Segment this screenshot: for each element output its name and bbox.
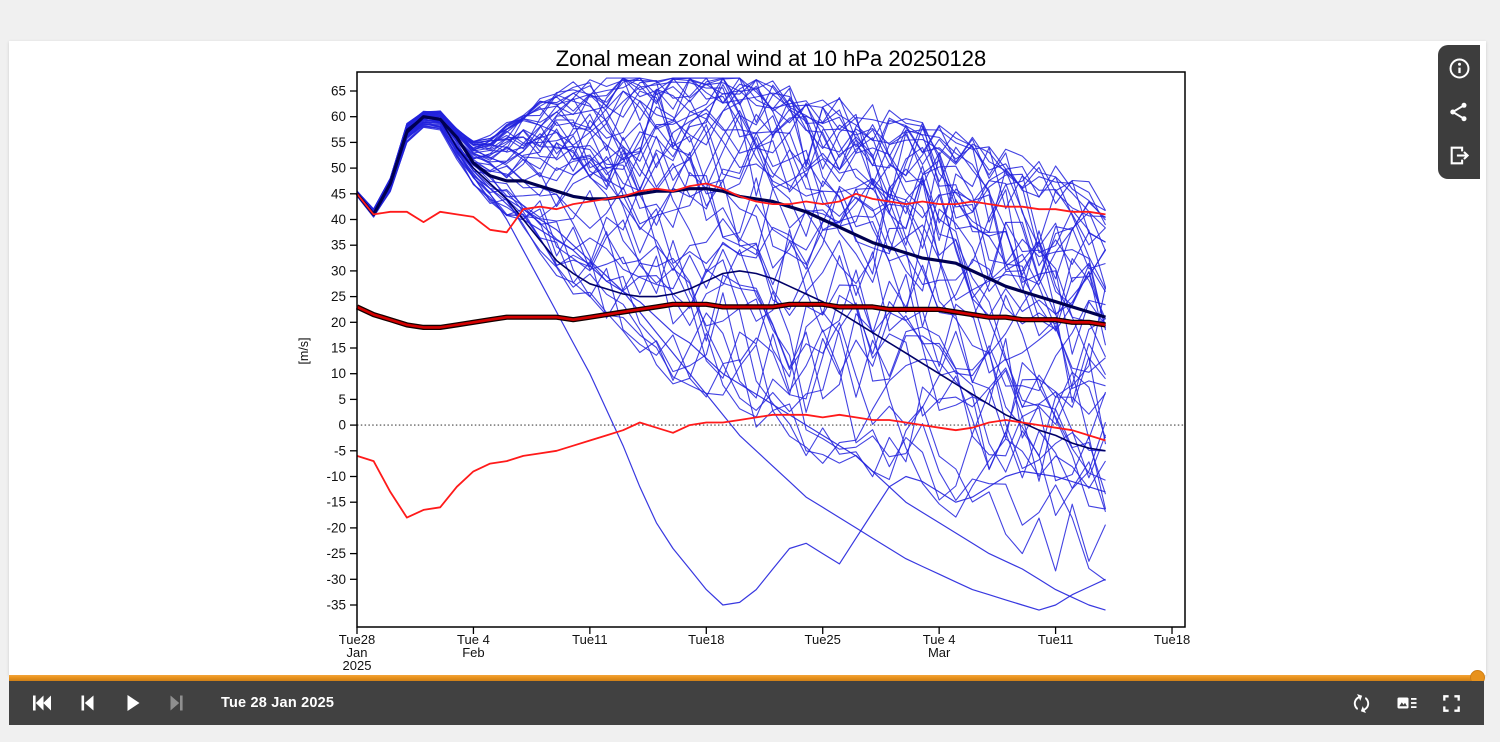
svg-text:Tue28: Tue28 [339, 632, 375, 647]
svg-text:Tue11: Tue11 [572, 632, 607, 647]
svg-text:Mar: Mar [928, 645, 951, 660]
svg-text:Zonal mean zonal wind at 10 hP: Zonal mean zonal wind at 10 hPa 20250128 [556, 46, 987, 71]
fullscreen-icon [1443, 694, 1460, 712]
svg-text:30: 30 [331, 263, 346, 278]
svg-text:5: 5 [338, 392, 346, 407]
svg-text:65: 65 [331, 84, 346, 99]
svg-text:35: 35 [331, 238, 346, 253]
skip-to-start-button[interactable] [19, 683, 64, 723]
svg-text:Tue 4: Tue 4 [923, 632, 956, 647]
overview-list-button[interactable] [1384, 683, 1429, 723]
loop-button[interactable] [1339, 683, 1384, 723]
overview-list-icon [1397, 697, 1416, 709]
svg-text:-10: -10 [326, 469, 346, 484]
svg-text:Tue25: Tue25 [805, 632, 841, 647]
svg-text:25: 25 [331, 289, 346, 304]
svg-text:0: 0 [338, 418, 346, 433]
svg-text:40: 40 [331, 212, 346, 227]
step-forward-button[interactable] [154, 683, 199, 723]
svg-text:Tue18: Tue18 [688, 632, 724, 647]
svg-text:Tue18: Tue18 [1154, 632, 1190, 647]
chart-panel: 65 60 55 50 45 40 35 30 25 20 15 10 5 0 -5 -10 -15 -20 -25… [9, 41, 1486, 675]
svg-text:Tue 4: Tue 4 [457, 632, 490, 647]
wind-chart: 65605550454035302520151050-5-10-15-20-25… [297, 46, 1190, 673]
playback-toolbar: Tue 28 Jan 2025 [9, 681, 1484, 725]
svg-text:-30: -30 [326, 572, 346, 587]
export-icon [1450, 146, 1469, 165]
step-back-icon [81, 695, 93, 711]
svg-text:Feb: Feb [462, 645, 484, 660]
svg-text:50: 50 [331, 161, 346, 176]
svg-text:-25: -25 [326, 546, 346, 561]
skip-to-start-icon [32, 695, 51, 711]
current-date-label: Tue 28 Jan 2025 [221, 695, 335, 711]
svg-text:10: 10 [331, 366, 346, 381]
svg-text:2025: 2025 [343, 658, 372, 673]
svg-text:15: 15 [331, 341, 346, 356]
share-icon [1450, 102, 1467, 122]
side-toolbar [1438, 45, 1480, 179]
share-button[interactable] [1438, 91, 1480, 133]
play-icon [127, 695, 139, 711]
play-button[interactable] [109, 683, 154, 723]
svg-text:55: 55 [331, 135, 346, 150]
step-back-button[interactable] [64, 683, 109, 723]
info-icon [1449, 58, 1469, 79]
svg-text:Jan: Jan [347, 645, 368, 660]
info-button[interactable] [1438, 48, 1480, 90]
svg-text:60: 60 [331, 109, 346, 124]
export-button[interactable] [1438, 134, 1480, 176]
timeline-track[interactable] [9, 675, 1484, 681]
svg-text:Tue11: Tue11 [1038, 632, 1073, 647]
svg-text:[m/s]: [m/s] [297, 337, 311, 364]
svg-text:-5: -5 [334, 443, 346, 458]
fullscreen-button[interactable] [1429, 683, 1474, 723]
svg-text:-20: -20 [326, 520, 346, 535]
svg-text:-15: -15 [326, 495, 346, 510]
step-forward-icon [170, 695, 183, 711]
svg-text:45: 45 [331, 186, 346, 201]
loop-icon [1353, 693, 1370, 713]
svg-text:-35: -35 [326, 598, 346, 613]
svg-text:20: 20 [331, 315, 346, 330]
